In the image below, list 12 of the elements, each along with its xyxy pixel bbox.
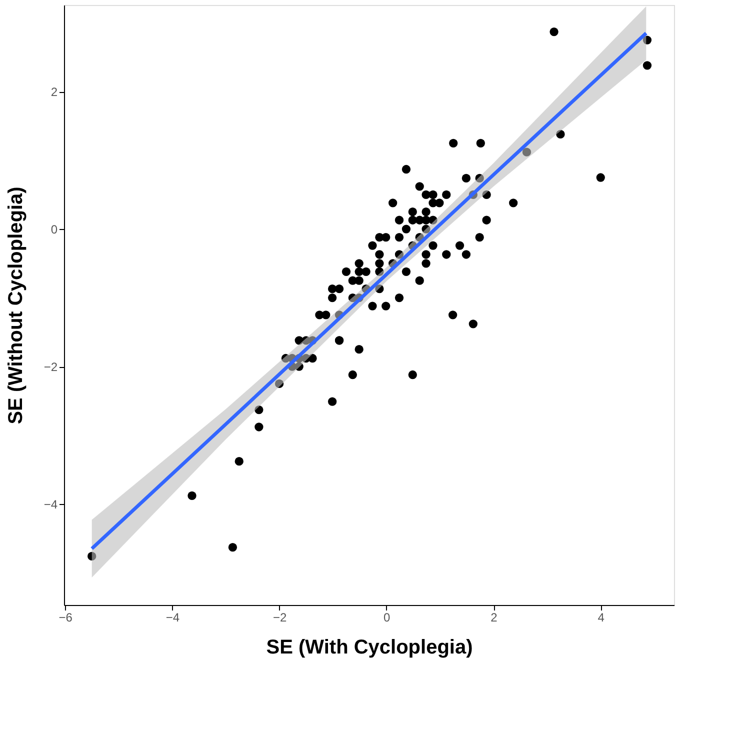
y-tick-label: 0 [50,222,58,237]
y-axis-title: SE (Without Cycloplegia) [4,186,27,424]
x-tick-label: 0 [384,610,391,624]
x-tick-label: 2 [490,610,498,624]
x-tick-label: −2 [272,610,287,624]
x-tick-label: −4 [166,610,180,624]
y-tick-label: −4 [44,497,58,512]
x-axis-title: SE (With Cycloplegia) [266,636,473,658]
x-tick-label: 4 [598,610,605,624]
y-tick-label: 2 [50,85,58,100]
x-tick-label: −6 [58,610,73,624]
y-tick-label: −2 [44,360,58,374]
